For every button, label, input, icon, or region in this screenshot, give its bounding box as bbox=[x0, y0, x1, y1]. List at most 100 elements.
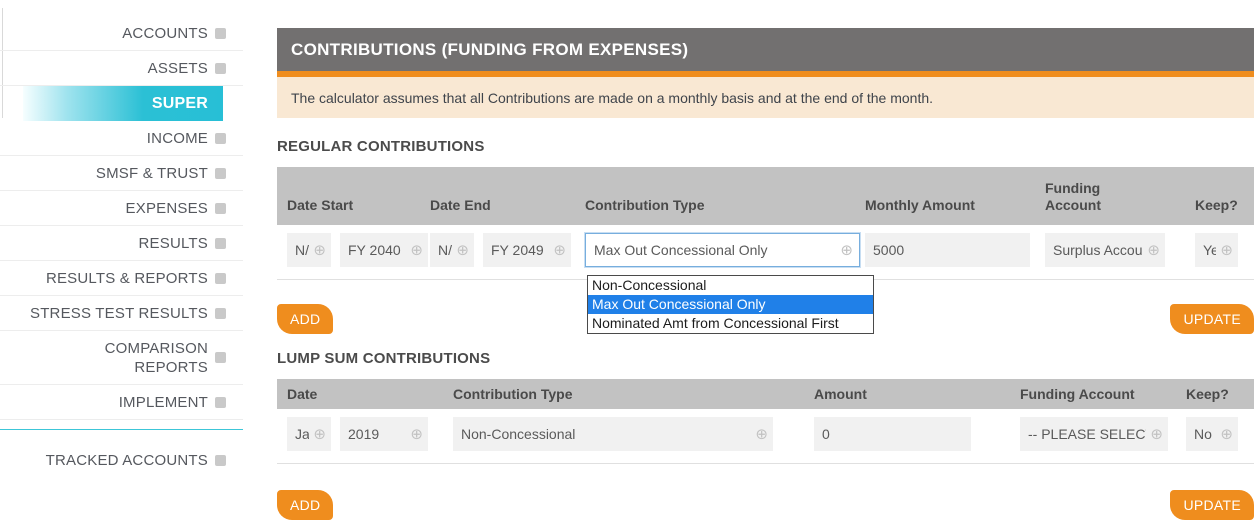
plus-circle-icon[interactable]: ⊕ bbox=[456, 240, 469, 259]
dropdown-option-max-out-concessional[interactable]: Max Out Concessional Only bbox=[588, 295, 873, 314]
regular-contributions-title: REGULAR CONTRIBUTIONS bbox=[277, 138, 485, 155]
funding-account-field[interactable]: Surplus Accou ⊕ bbox=[1045, 233, 1165, 267]
sidebar-item-label: RESULTS & REPORTS bbox=[45, 269, 208, 287]
regular-contribution-row: N/A ⊕ FY 2040 ⊕ N/A ⊕ FY 2049 ⊕ Max Out … bbox=[277, 225, 1254, 334]
sidebar-item-stress-test-results[interactable]: STRESS TEST RESULTS bbox=[0, 296, 243, 331]
col-funding-account: Funding Account bbox=[1020, 385, 1135, 402]
plus-circle-icon[interactable]: ⊕ bbox=[755, 424, 768, 443]
plus-circle-icon[interactable]: ⊕ bbox=[1150, 424, 1163, 443]
monthly-amount-input[interactable]: 5000 bbox=[865, 233, 1030, 267]
lump-update-button[interactable]: UPDATE bbox=[1170, 490, 1254, 520]
lump-keep-value: No bbox=[1194, 426, 1212, 442]
square-status-icon bbox=[215, 307, 226, 319]
end-year-field[interactable]: FY 2049 ⊕ bbox=[483, 233, 571, 267]
start-month-value: N/A bbox=[295, 242, 309, 258]
lump-funding-account-value: -- PLEASE SELECT -- bbox=[1028, 426, 1146, 442]
start-month-field[interactable]: N/A ⊕ bbox=[287, 233, 331, 267]
plus-circle-icon[interactable]: ⊕ bbox=[313, 424, 326, 443]
sidebar-item-expenses[interactable]: EXPENSES bbox=[0, 191, 243, 226]
regular-add-button[interactable]: ADD bbox=[277, 304, 334, 334]
square-status-icon bbox=[215, 27, 226, 39]
contribution-type-dropdown: Non-Concessional Max Out Concessional On… bbox=[587, 275, 874, 334]
lump-funding-account-field[interactable]: -- PLEASE SELECT -- ⊕ bbox=[1020, 417, 1168, 451]
square-status-icon bbox=[215, 396, 226, 408]
panel-title: CONTRIBUTIONS (FUNDING FROM EXPENSES) bbox=[277, 28, 1254, 71]
sidebar-item-label: ASSETS bbox=[147, 59, 208, 77]
lump-month-value: Jan bbox=[295, 426, 310, 442]
plus-circle-icon[interactable]: ⊕ bbox=[840, 240, 853, 259]
plus-circle-icon[interactable]: ⊕ bbox=[410, 240, 423, 259]
regular-update-button[interactable]: UPDATE bbox=[1170, 304, 1254, 334]
sidebar-item-income[interactable]: INCOME bbox=[0, 121, 243, 156]
square-status-icon bbox=[215, 62, 226, 74]
funding-account-value: Surplus Accou bbox=[1053, 242, 1143, 258]
monthly-amount-value: 5000 bbox=[873, 242, 905, 258]
plus-circle-icon[interactable]: ⊕ bbox=[553, 240, 566, 259]
square-status-icon bbox=[215, 272, 226, 284]
sidebar-item-accounts[interactable]: ACCOUNTS bbox=[0, 16, 243, 51]
col-date-start: Date Start bbox=[287, 197, 354, 213]
contribution-type-select[interactable]: Max Out Concessional Only ⊕ bbox=[585, 233, 860, 267]
sidebar-item-assets[interactable]: ASSETS bbox=[0, 51, 243, 86]
contributions-panel: CONTRIBUTIONS (FUNDING FROM EXPENSES) Th… bbox=[277, 28, 1254, 520]
keep-value: Yes bbox=[1203, 242, 1217, 258]
dropdown-option-nominated-amt[interactable]: Nominated Amt from Concessional First bbox=[592, 315, 839, 331]
plus-circle-icon[interactable]: ⊕ bbox=[1220, 240, 1233, 259]
col-contribution-type: Contribution Type bbox=[453, 385, 573, 402]
lump-amount-input[interactable]: 0 bbox=[814, 417, 971, 451]
col-funding-account: Funding Account bbox=[1045, 180, 1101, 213]
square-status-icon bbox=[215, 237, 226, 249]
end-month-field[interactable]: N/A ⊕ bbox=[430, 233, 474, 267]
end-year-value: FY 2049 bbox=[491, 242, 544, 258]
sidebar-item-results[interactable]: RESULTS bbox=[0, 226, 243, 261]
lump-contribution-type-field[interactable]: Non-Concessional ⊕ bbox=[453, 417, 773, 451]
sidebar-item-label: INCOME bbox=[146, 129, 208, 147]
dropdown-option-non-concessional[interactable]: Non-Concessional bbox=[592, 277, 707, 293]
sidebar-item-label: SUPER bbox=[151, 94, 208, 112]
sidebar-item-label: COMPARISON REPORTS bbox=[104, 339, 208, 376]
plus-circle-icon[interactable]: ⊕ bbox=[1220, 424, 1233, 443]
square-status-icon bbox=[215, 167, 226, 179]
col-keep: Keep? bbox=[1186, 385, 1229, 402]
col-monthly-amount: Monthly Amount bbox=[865, 197, 975, 213]
plus-circle-icon[interactable]: ⊕ bbox=[313, 240, 326, 259]
lump-sum-contributions-title: LUMP SUM CONTRIBUTIONS bbox=[277, 350, 491, 367]
sidebar-item-label: RESULTS bbox=[138, 234, 208, 252]
lump-contribution-row: Jan ⊕ 2019 ⊕ Non-Concessional ⊕ 0 -- PLE… bbox=[277, 409, 1254, 464]
lump-amount-value: 0 bbox=[822, 426, 830, 442]
sidebar-teal-divider bbox=[0, 429, 243, 430]
sidebar-item-label: ACCOUNTS bbox=[122, 24, 208, 42]
sidebar-item-comparison-reports[interactable]: COMPARISON REPORTS bbox=[0, 331, 243, 385]
sidebar-item-tracked-accounts[interactable]: TRACKED ACCOUNTS bbox=[0, 443, 243, 478]
keep-field[interactable]: Yes ⊕ bbox=[1195, 233, 1238, 267]
plus-circle-icon[interactable]: ⊕ bbox=[410, 424, 423, 443]
square-status-icon bbox=[215, 202, 226, 214]
col-date: Date bbox=[287, 385, 318, 402]
sidebar-item-label: IMPLEMENT bbox=[118, 393, 208, 411]
sidebar-item-implement[interactable]: IMPLEMENT bbox=[0, 385, 243, 420]
square-status-icon bbox=[215, 132, 226, 144]
left-edge-divider bbox=[2, 8, 3, 118]
lump-contribution-type-value: Non-Concessional bbox=[461, 426, 576, 442]
lump-add-button[interactable]: ADD bbox=[277, 490, 334, 520]
col-contribution-type: Contribution Type bbox=[585, 197, 705, 213]
lump-table-header: Date Contribution Type Amount Funding Ac… bbox=[277, 379, 1254, 409]
sidebar-item-label: TRACKED ACCOUNTS bbox=[45, 452, 208, 469]
sidebar-item-label: SMSF & TRUST bbox=[95, 164, 208, 182]
start-year-value: FY 2040 bbox=[348, 242, 401, 258]
lump-year-value: 2019 bbox=[348, 426, 380, 442]
start-year-field[interactable]: FY 2040 ⊕ bbox=[340, 233, 428, 267]
sidebar-item-super[interactable]: SUPER bbox=[23, 86, 223, 121]
plus-circle-icon[interactable]: ⊕ bbox=[1147, 240, 1160, 259]
square-status-icon bbox=[215, 455, 226, 466]
lump-year-field[interactable]: 2019 ⊕ bbox=[340, 417, 428, 451]
sidebar-item-results-reports[interactable]: RESULTS & REPORTS bbox=[0, 261, 243, 296]
sidebar: ACCOUNTS ASSETS SUPER INCOME SMSF & TRUS… bbox=[0, 16, 243, 478]
sidebar-item-label: STRESS TEST RESULTS bbox=[29, 304, 208, 322]
sidebar-item-smsf-trust[interactable]: SMSF & TRUST bbox=[0, 156, 243, 191]
lump-keep-field[interactable]: No ⊕ bbox=[1186, 417, 1238, 451]
regular-table-header: Date Start Date End Contribution Type Mo… bbox=[277, 167, 1254, 225]
lump-month-field[interactable]: Jan ⊕ bbox=[287, 417, 331, 451]
sidebar-item-label: EXPENSES bbox=[125, 199, 208, 217]
orange-accent-stripe bbox=[277, 71, 1254, 77]
